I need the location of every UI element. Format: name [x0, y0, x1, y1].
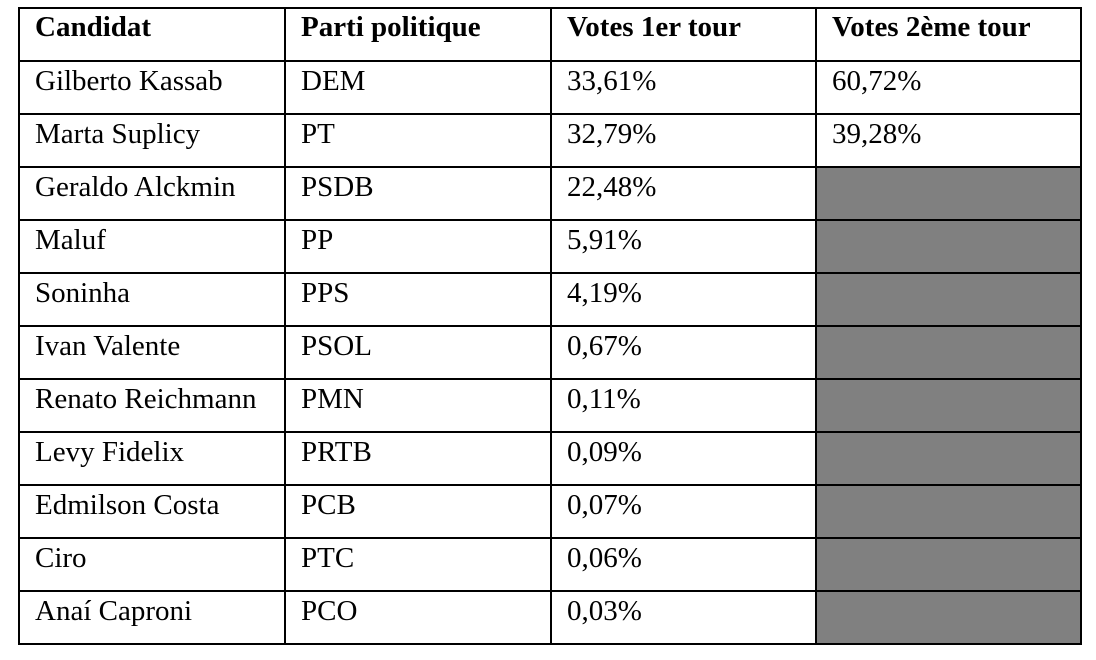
- round2-cell: 39,28%: [815, 113, 1082, 168]
- candidate-cell: Geraldo Alckmin: [18, 166, 286, 221]
- round2-empty-cell: [815, 484, 1082, 539]
- party-cell: PRTB: [284, 431, 552, 486]
- party-cell: PCO: [284, 590, 552, 645]
- round1-cell: 33,61%: [550, 60, 817, 115]
- round2-empty-cell: [815, 378, 1082, 433]
- round1-cell: 32,79%: [550, 113, 817, 168]
- table-body: Gilberto Kassab DEM 33,61% 60,72% Marta Supl…: [18, 60, 1082, 645]
- party-cell: PPS: [284, 272, 552, 327]
- party-cell: PP: [284, 219, 552, 274]
- header-candidate: Candidat: [18, 7, 286, 62]
- round1-cell: 5,91%: [550, 219, 817, 274]
- round1-cell: 0,07%: [550, 484, 817, 539]
- party-cell: PMN: [284, 378, 552, 433]
- table-row: Maluf PP 5,91%: [18, 219, 1082, 274]
- table-row: Geraldo Alckmin PSDB 22,48%: [18, 166, 1082, 221]
- round2-empty-cell: [815, 325, 1082, 380]
- round1-cell: 0,67%: [550, 325, 817, 380]
- round2-empty-cell: [815, 431, 1082, 486]
- candidate-cell: Marta Suplicy: [18, 113, 286, 168]
- round2-empty-cell: [815, 272, 1082, 327]
- round1-cell: 4,19%: [550, 272, 817, 327]
- party-cell: PSOL: [284, 325, 552, 380]
- round2-empty-cell: [815, 219, 1082, 274]
- candidate-cell: Renato Reichmann: [18, 378, 286, 433]
- table-row: Edmilson Costa PCB 0,07%: [18, 484, 1082, 539]
- header-round2: Votes 2ème tour: [815, 7, 1082, 62]
- candidate-cell: Ivan Valente: [18, 325, 286, 380]
- round1-cell: 0,09%: [550, 431, 817, 486]
- party-cell: PSDB: [284, 166, 552, 221]
- table-row: Ciro PTC 0,06%: [18, 537, 1082, 592]
- candidate-cell: Anaí Caproni: [18, 590, 286, 645]
- candidate-cell: Edmilson Costa: [18, 484, 286, 539]
- round2-empty-cell: [815, 166, 1082, 221]
- table-header-row: Candidat Parti politique Votes 1er tour …: [18, 7, 1082, 62]
- candidate-cell: Soninha: [18, 272, 286, 327]
- round1-cell: 0,03%: [550, 590, 817, 645]
- header-party: Parti politique: [284, 7, 552, 62]
- round2-cell: 60,72%: [815, 60, 1082, 115]
- candidate-cell: Maluf: [18, 219, 286, 274]
- party-cell: PCB: [284, 484, 552, 539]
- round1-cell: 0,11%: [550, 378, 817, 433]
- round1-cell: 0,06%: [550, 537, 817, 592]
- table-row: Gilberto Kassab DEM 33,61% 60,72%: [18, 60, 1082, 115]
- table-row: Marta Suplicy PT 32,79% 39,28%: [18, 113, 1082, 168]
- candidate-cell: Ciro: [18, 537, 286, 592]
- round2-empty-cell: [815, 590, 1082, 645]
- party-cell: PTC: [284, 537, 552, 592]
- table-row: Soninha PPS 4,19%: [18, 272, 1082, 327]
- party-cell: DEM: [284, 60, 552, 115]
- election-results-table: Candidat Parti politique Votes 1er tour …: [18, 7, 1082, 645]
- round2-empty-cell: [815, 537, 1082, 592]
- candidate-cell: Gilberto Kassab: [18, 60, 286, 115]
- table-row: Ivan Valente PSOL 0,67%: [18, 325, 1082, 380]
- table-row: Renato Reichmann PMN 0,11%: [18, 378, 1082, 433]
- table-row: Levy Fidelix PRTB 0,09%: [18, 431, 1082, 486]
- table-row: Anaí Caproni PCO 0,03%: [18, 590, 1082, 645]
- round1-cell: 22,48%: [550, 166, 817, 221]
- header-round1: Votes 1er tour: [550, 7, 817, 62]
- party-cell: PT: [284, 113, 552, 168]
- candidate-cell: Levy Fidelix: [18, 431, 286, 486]
